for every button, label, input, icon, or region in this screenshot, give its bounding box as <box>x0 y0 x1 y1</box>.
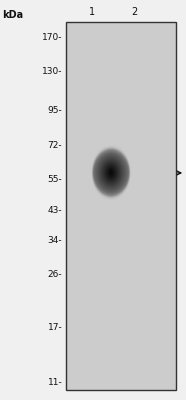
Text: 2: 2 <box>131 7 137 17</box>
Text: 34-: 34- <box>48 236 62 245</box>
Text: 130-: 130- <box>42 66 62 76</box>
Text: kDa: kDa <box>2 10 23 20</box>
Text: 26-: 26- <box>48 270 62 279</box>
Text: 55-: 55- <box>48 175 62 184</box>
Text: 17-: 17- <box>48 323 62 332</box>
Text: 95-: 95- <box>48 106 62 115</box>
Text: 1: 1 <box>89 7 95 17</box>
Text: 170-: 170- <box>42 33 62 42</box>
Text: 11-: 11- <box>48 378 62 387</box>
Text: 43-: 43- <box>48 206 62 215</box>
Text: 72-: 72- <box>48 141 62 150</box>
Bar <box>66 22 176 390</box>
